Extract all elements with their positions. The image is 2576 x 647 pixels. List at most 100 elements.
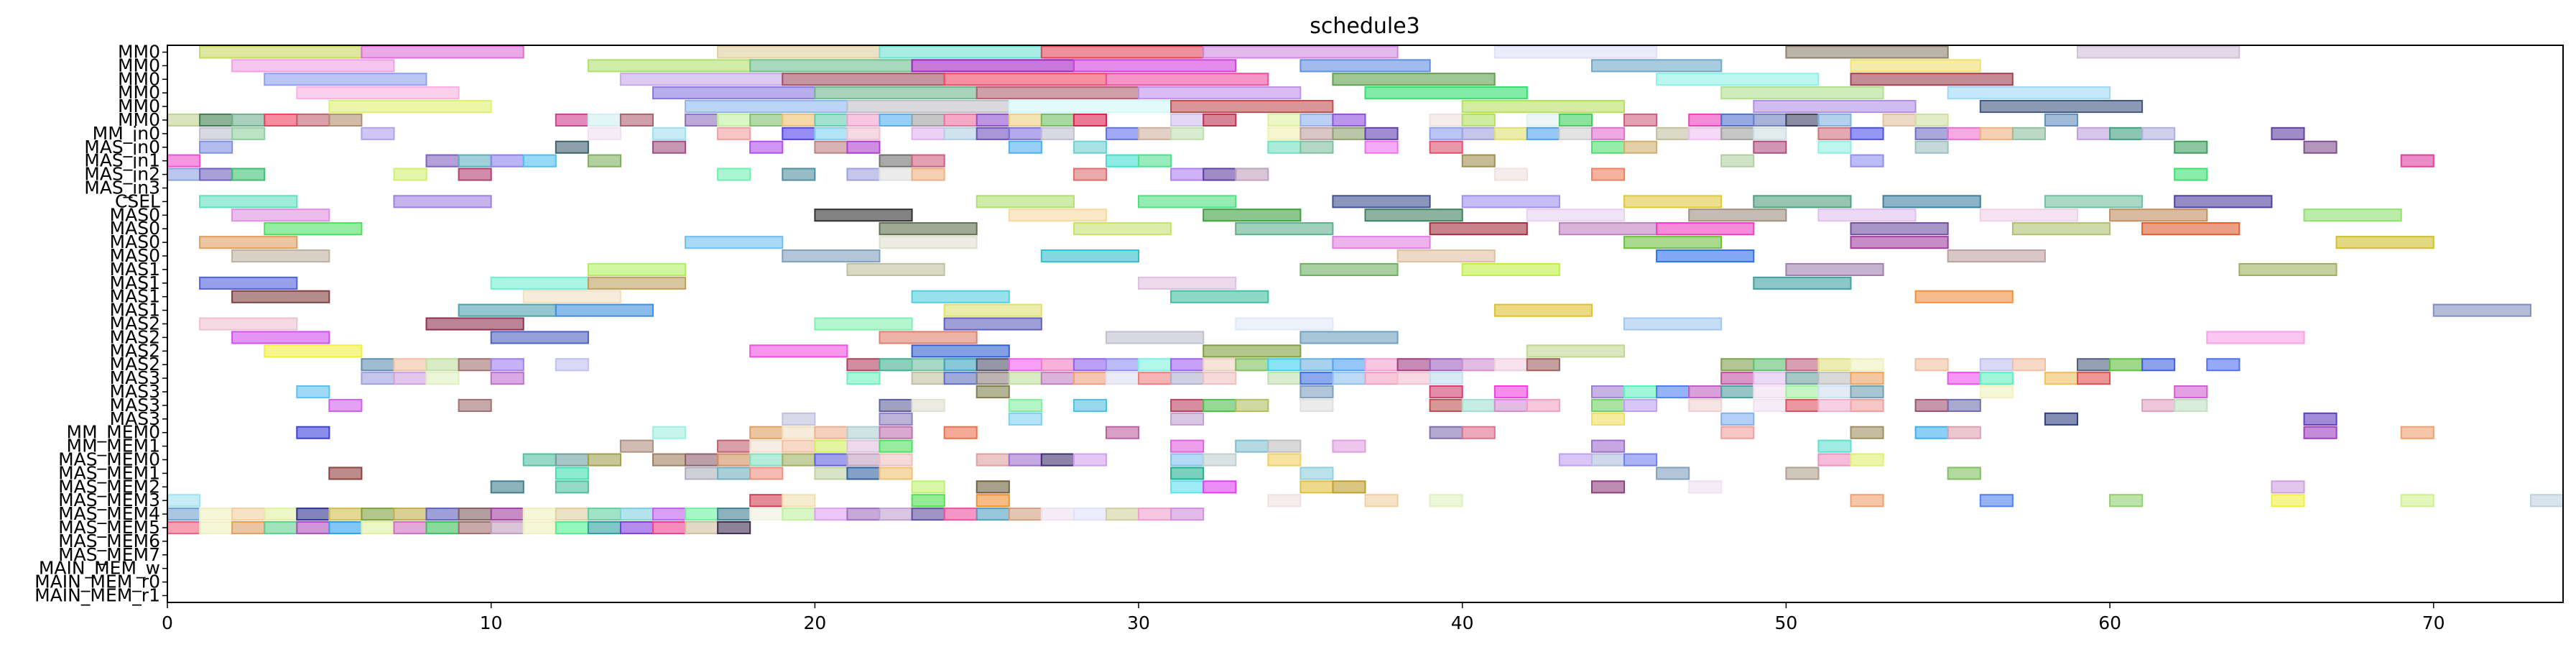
- task-bar: [749, 508, 784, 521]
- row-label: MAS3: [110, 408, 160, 429]
- task-bar: [749, 494, 784, 508]
- task-bar: [587, 59, 751, 73]
- x-tick-label: 10: [480, 612, 503, 633]
- task-bar: [587, 521, 622, 535]
- task-bar: [1753, 385, 1787, 399]
- task-bar: [2109, 358, 2144, 372]
- task-bar: [685, 521, 719, 535]
- task-bar: [879, 453, 913, 467]
- task-bar: [1429, 358, 1463, 372]
- task-bar: [1138, 86, 1302, 100]
- task-bar: [490, 521, 524, 535]
- task-bar: [652, 127, 687, 140]
- task-bar: [1396, 249, 1496, 263]
- task-bar: [911, 59, 1075, 73]
- task-bar: [328, 521, 363, 535]
- task-bar: [1429, 494, 1463, 508]
- task-bar: [976, 113, 1010, 127]
- task-bar: [1138, 154, 1172, 168]
- task-bar: [717, 168, 751, 181]
- task-bar: [1429, 385, 1463, 399]
- task-bar: [1817, 398, 1852, 413]
- task-bar: [1461, 113, 1496, 127]
- task-bar: [1461, 195, 1560, 208]
- task-bar: [1720, 372, 1755, 385]
- task-bar: [1753, 113, 1787, 127]
- task-bar: [425, 508, 460, 521]
- task-bar: [264, 222, 363, 236]
- row-label: MM0: [118, 109, 160, 130]
- task-bar: [361, 521, 395, 535]
- task-bar: [814, 467, 848, 480]
- task-bar: [1072, 453, 1108, 467]
- task-bar: [846, 372, 881, 385]
- task-bar: [587, 276, 687, 290]
- task-bar: [1493, 168, 1528, 181]
- task-bar: [2529, 494, 2564, 508]
- task-bar: [2206, 358, 2241, 372]
- task-bar: [2109, 494, 2144, 508]
- task-bar: [879, 222, 978, 236]
- task-bar: [782, 127, 816, 140]
- task-bar: [749, 426, 784, 439]
- row-label: MAS0: [110, 218, 160, 239]
- task-bar: [361, 372, 395, 385]
- task-bar: [587, 127, 622, 140]
- task-bar: [393, 521, 427, 535]
- task-bar: [1138, 508, 1172, 521]
- task-bar: [1979, 385, 2014, 399]
- task-bar: [1429, 140, 1463, 154]
- chart-title: schedule3: [1310, 14, 1420, 39]
- task-bar: [2077, 45, 2241, 59]
- task-bar: [1170, 358, 1205, 372]
- task-bar: [458, 521, 492, 535]
- row-label: MAS_MEM6: [58, 531, 160, 551]
- task-bar: [846, 113, 881, 127]
- task-bar: [1914, 127, 1949, 140]
- task-bar: [911, 358, 945, 372]
- task-bar: [555, 453, 589, 467]
- task-bar: [1947, 467, 1981, 480]
- task-bar: [1040, 358, 1075, 372]
- task-bar: [231, 208, 330, 222]
- row-label: CSEL: [115, 191, 160, 211]
- row-label: MAS0: [110, 204, 160, 225]
- task-bar: [1720, 385, 1755, 399]
- task-bar: [911, 494, 945, 508]
- task-bar: [1072, 372, 1108, 385]
- task-bar: [296, 508, 330, 521]
- task-bar: [2303, 426, 2338, 439]
- task-bar: [976, 508, 1010, 521]
- task-bar: [1008, 113, 1042, 127]
- row-label: MAS_in1: [84, 150, 160, 171]
- task-bar: [1332, 73, 1496, 86]
- task-bar: [879, 236, 978, 249]
- row-label: MAS2: [110, 326, 160, 347]
- task-bar: [1850, 73, 2014, 86]
- task-bar: [1785, 45, 1949, 59]
- task-bar: [1850, 426, 1884, 439]
- task-bar: [1914, 140, 1949, 154]
- task-bar: [911, 398, 945, 413]
- task-bar: [1850, 398, 1884, 413]
- task-bar: [296, 385, 330, 399]
- task-bar: [1688, 127, 1723, 140]
- task-bar: [814, 127, 848, 140]
- task-bar: [458, 508, 492, 521]
- task-bar: [1753, 100, 1917, 114]
- task-bar: [1947, 86, 2111, 100]
- task-bar: [814, 113, 848, 127]
- task-bar: [1850, 385, 1884, 399]
- task-bar: [555, 303, 654, 317]
- task-bar: [1850, 358, 1884, 372]
- task-bar: [458, 398, 492, 413]
- task-bar: [652, 426, 687, 439]
- task-bar: [814, 317, 913, 331]
- task-bar: [846, 100, 1010, 114]
- task-bar: [2206, 331, 2305, 344]
- row-label: MAS_MEM7: [58, 544, 160, 565]
- row-label: MAS0: [110, 231, 160, 252]
- task-bar: [1106, 154, 1140, 168]
- task-bar: [1720, 358, 1755, 372]
- task-bar: [1914, 398, 1949, 413]
